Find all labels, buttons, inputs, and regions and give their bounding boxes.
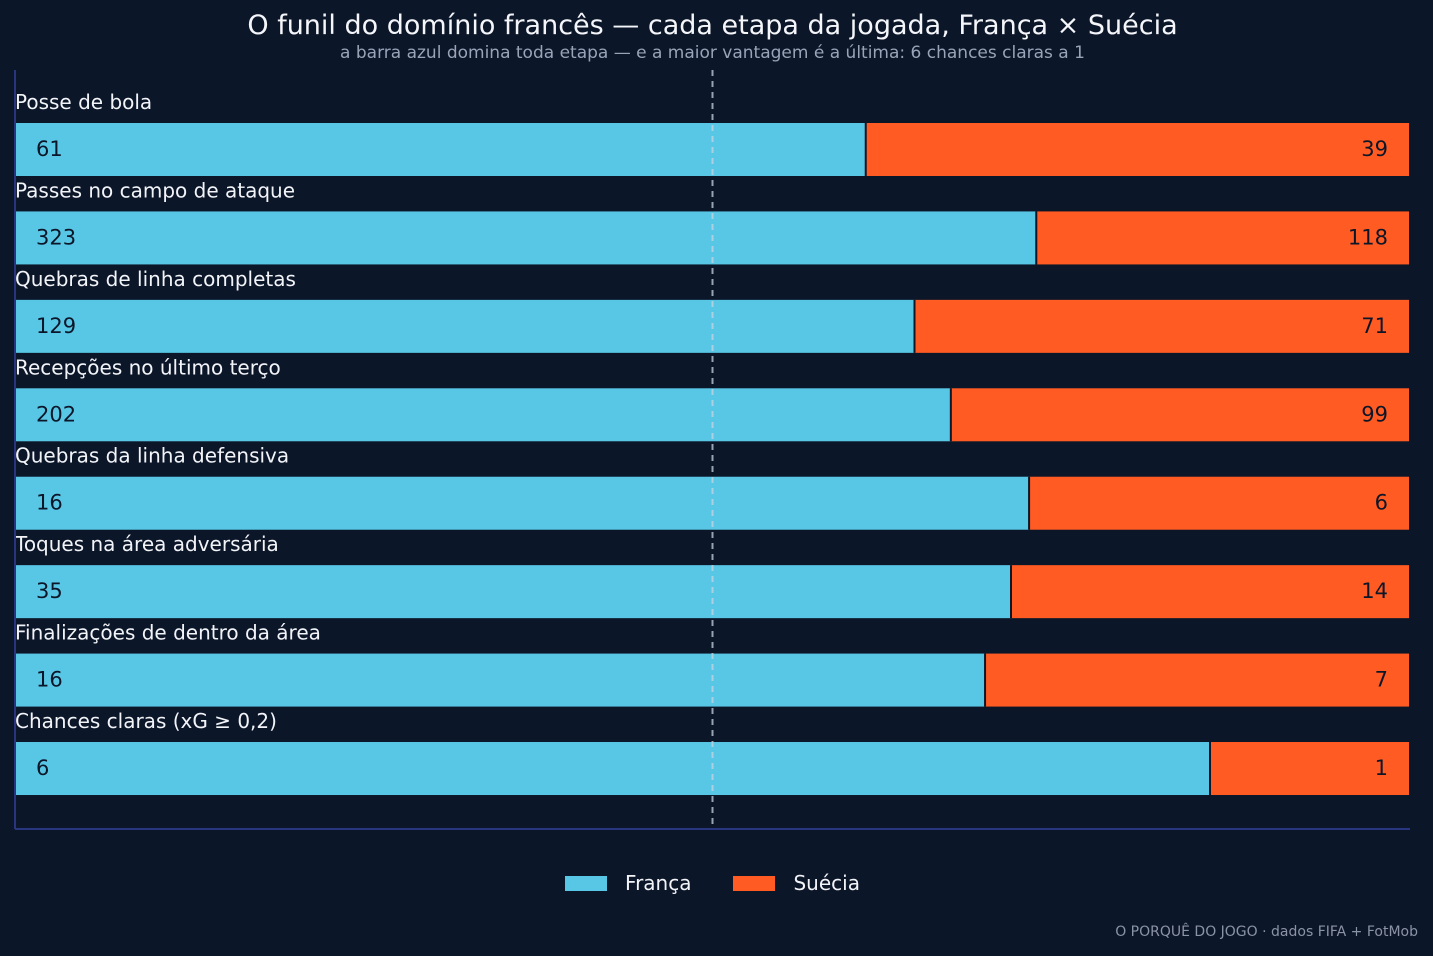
category-label: Finalizações de dentro da área xyxy=(15,621,321,645)
value-label-franca: 129 xyxy=(36,314,76,338)
bar-franca xyxy=(16,299,915,353)
category-label: Passes no campo de ataque xyxy=(15,178,295,202)
bar-suecia xyxy=(1036,211,1409,265)
value-label-suecia: 14 xyxy=(1361,579,1388,603)
bar-franca xyxy=(16,476,1030,530)
value-label-franca: 323 xyxy=(36,225,76,249)
value-label-suecia: 99 xyxy=(1361,402,1388,426)
value-label-suecia: 1 xyxy=(1375,756,1388,780)
legend-swatch-franca xyxy=(565,875,608,891)
value-label-franca: 202 xyxy=(36,402,76,426)
value-label-suecia: 118 xyxy=(1348,225,1388,249)
category-label: Toques na área adversária xyxy=(14,532,279,556)
bar-suecia xyxy=(1029,476,1409,530)
value-label-suecia: 7 xyxy=(1375,668,1388,692)
value-label-suecia: 71 xyxy=(1361,314,1388,338)
bar-franca xyxy=(16,653,986,707)
bar-franca xyxy=(16,742,1210,796)
legend-label-franca: França xyxy=(625,871,692,895)
bar-suecia xyxy=(985,653,1409,707)
bar-franca xyxy=(16,123,866,176)
bar-franca xyxy=(16,211,1037,265)
bar-suecia xyxy=(914,299,1409,353)
category-label: Posse de bola xyxy=(15,90,152,114)
value-label-franca: 6 xyxy=(36,756,49,780)
value-label-franca: 16 xyxy=(36,491,63,515)
value-label-franca: 16 xyxy=(36,668,63,692)
category-label: Quebras de linha completas xyxy=(15,267,296,291)
value-label-suecia: 39 xyxy=(1361,137,1388,161)
legend: França Suécia xyxy=(0,871,1425,895)
bar-suecia xyxy=(950,388,1409,442)
value-label-franca: 61 xyxy=(36,137,63,161)
chart-subtitle: a barra azul domina toda etapa — e a mai… xyxy=(340,43,1085,63)
category-label: Quebras da linha defensiva xyxy=(15,444,289,468)
bar-suecia xyxy=(1011,565,1409,619)
chart-title: O funil do domínio francês — cada etapa … xyxy=(247,10,1178,41)
legend-item-suecia: Suécia xyxy=(733,871,860,895)
source-credit: O PORQUÊ DO JOGO · dados FIFA + FotMob xyxy=(1115,924,1418,940)
category-label: Chances claras (xG ≥ 0,2) xyxy=(15,709,277,733)
bar-franca xyxy=(16,565,1011,619)
bar-suecia xyxy=(865,123,1409,176)
legend-swatch-suecia xyxy=(733,875,776,891)
bar-suecia xyxy=(1210,742,1409,796)
value-label-suecia: 6 xyxy=(1375,491,1388,515)
legend-item-franca: França xyxy=(565,871,691,895)
value-label-franca: 35 xyxy=(36,579,63,603)
bar-franca xyxy=(16,388,951,442)
category-label: Recepções no último terço xyxy=(15,355,281,379)
legend-label-suecia: Suécia xyxy=(793,871,860,895)
